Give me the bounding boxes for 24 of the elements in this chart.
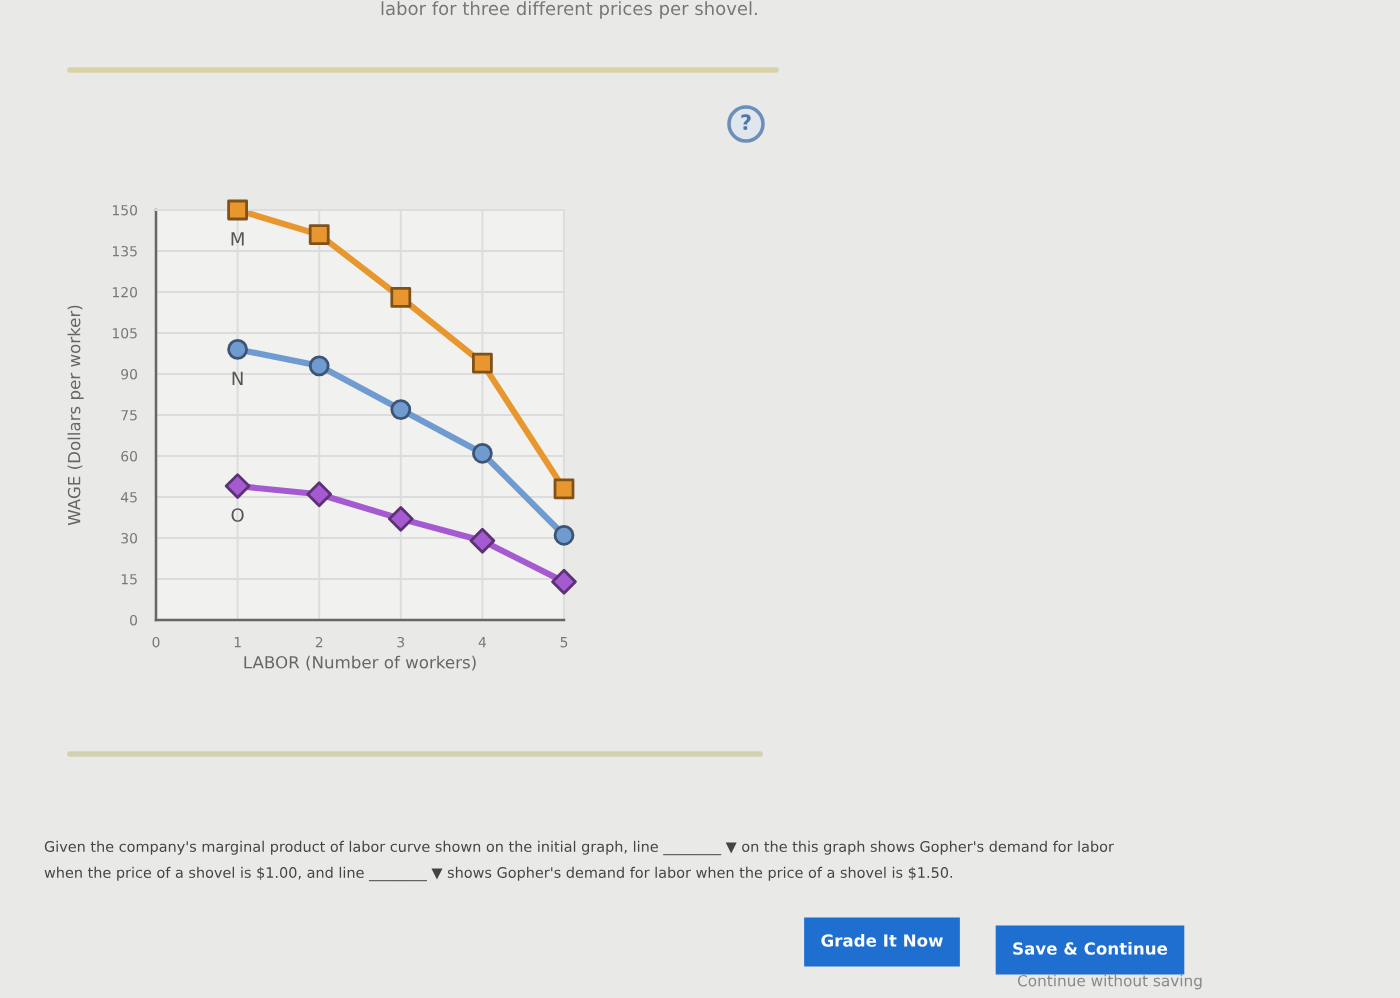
text: Save & Continue [1013, 941, 1168, 955]
y-axis-title: WAGE (Dollars per worker) [67, 305, 84, 526]
point [472, 442, 493, 464]
series-label: M [231, 232, 244, 246]
text: labor for three different prices per shovel. [381, 1, 757, 19]
point [472, 352, 493, 374]
series-label: N [232, 371, 243, 385]
point [306, 481, 333, 508]
series-label: O [231, 508, 244, 522]
point [387, 506, 414, 532]
text: ? [741, 114, 751, 130]
point [469, 527, 496, 554]
point [390, 399, 412, 420]
point [551, 568, 577, 595]
point [308, 224, 330, 245]
point [553, 524, 575, 546]
x-axis-title: LABOR (Number of workers) [244, 655, 476, 671]
point [224, 473, 251, 499]
text: Grade It Now [821, 933, 943, 947]
point [308, 355, 330, 377]
point [227, 199, 248, 221]
point [553, 478, 575, 500]
point [227, 339, 248, 360]
point [390, 287, 412, 308]
